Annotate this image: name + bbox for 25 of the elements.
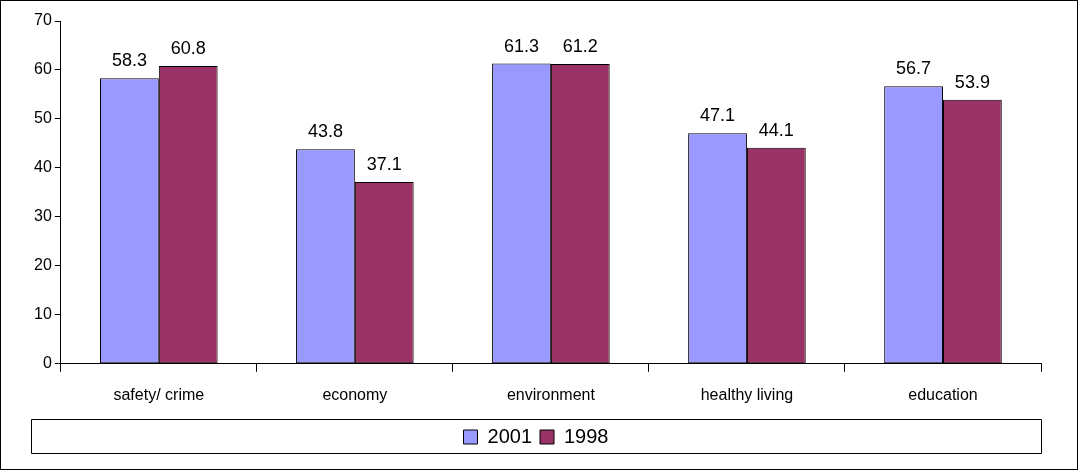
data-label: 43.8 [307,121,343,142]
data-label: 61.2 [562,36,598,57]
y-tick-label: 40 [34,158,52,176]
data-label: 60.8 [170,38,206,59]
x-tick-label: safety/ crime [113,385,205,403]
y-tick-label: 0 [42,354,52,372]
y-tick-label: 10 [34,305,52,323]
data-label: 56.7 [896,58,932,79]
legend-label: 2001 [487,424,533,447]
y-tick-label: 60 [34,60,52,78]
y-tick-label: 70 [34,11,52,29]
y-tick-label: 50 [34,109,52,127]
legend-label: 1998 [564,424,609,447]
x-tick-label: environment [506,385,596,403]
y-tick-label: 20 [34,256,52,274]
data-label: 61.3 [503,35,540,56]
x-tick-label: healthy living [700,385,794,403]
data-label: 44.1 [758,119,794,140]
y-tick-label: 30 [34,207,52,225]
data-label: 53.9 [954,71,990,92]
data-label: 37.1 [366,154,402,175]
x-tick-label: education [908,385,978,403]
data-label: 58.3 [111,50,147,71]
data-label: 47.1 [700,105,736,126]
x-tick-label: economy [322,385,388,403]
